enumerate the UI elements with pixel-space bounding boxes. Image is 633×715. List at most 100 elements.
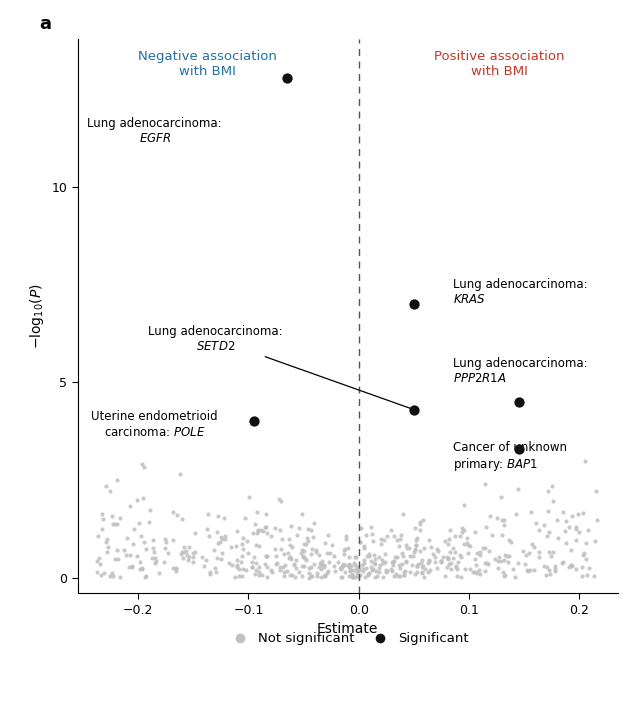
Point xyxy=(399,570,410,581)
Point xyxy=(261,551,271,562)
Point xyxy=(241,565,251,576)
Point xyxy=(418,560,429,571)
Point xyxy=(457,523,467,534)
Point xyxy=(177,513,187,525)
Point xyxy=(275,564,285,576)
Point xyxy=(409,546,419,558)
Text: Lung adenocarcinoma:
$\mathit{PPP2R1A}$: Lung adenocarcinoma: $\mathit{PPP2R1A}$ xyxy=(453,357,587,385)
Point xyxy=(480,542,491,553)
Point xyxy=(266,530,277,541)
Point xyxy=(513,443,523,455)
Point xyxy=(220,533,230,545)
Point xyxy=(425,565,436,576)
Point xyxy=(484,545,494,556)
Point xyxy=(303,536,313,547)
Point xyxy=(496,491,506,503)
Point xyxy=(367,564,377,576)
Point xyxy=(418,514,428,526)
Point xyxy=(160,533,170,545)
Point xyxy=(471,559,481,571)
Point xyxy=(534,525,544,536)
Point xyxy=(560,526,570,537)
Point xyxy=(282,72,292,83)
Point xyxy=(241,513,251,524)
Point xyxy=(455,530,465,541)
Point xyxy=(318,561,329,572)
Point xyxy=(374,563,384,574)
Point xyxy=(351,551,361,563)
Point xyxy=(397,558,407,570)
Point xyxy=(128,523,139,534)
Point xyxy=(584,563,594,574)
Point xyxy=(506,537,517,548)
Point xyxy=(303,523,313,535)
Point xyxy=(567,561,577,572)
Point xyxy=(470,553,480,564)
Point xyxy=(316,555,327,566)
Point xyxy=(472,547,482,558)
Point xyxy=(301,555,311,566)
Point xyxy=(394,541,404,552)
Point xyxy=(417,558,427,569)
Point xyxy=(92,555,102,566)
Point xyxy=(184,552,194,563)
Point xyxy=(323,566,333,577)
Point xyxy=(306,548,316,559)
Point xyxy=(353,565,363,576)
Point xyxy=(542,561,552,573)
Point xyxy=(316,558,327,570)
Point xyxy=(459,538,469,550)
Point xyxy=(271,558,281,570)
Point xyxy=(125,549,135,561)
Point xyxy=(415,516,425,528)
Point xyxy=(465,540,475,551)
Point xyxy=(490,553,500,565)
Point xyxy=(412,533,422,544)
Point xyxy=(190,528,200,539)
Point xyxy=(572,534,582,546)
Point xyxy=(308,543,318,555)
Point xyxy=(496,556,506,567)
Point xyxy=(499,514,509,526)
Point xyxy=(260,558,270,570)
Point xyxy=(398,550,408,561)
Point xyxy=(179,546,189,557)
Point xyxy=(382,566,392,577)
Point xyxy=(311,570,322,581)
Point xyxy=(499,519,510,531)
Point xyxy=(387,566,397,577)
Point xyxy=(300,552,310,563)
Point xyxy=(451,560,461,571)
Point xyxy=(373,552,384,563)
Point xyxy=(352,561,362,572)
Point xyxy=(470,527,480,538)
Point xyxy=(149,546,159,558)
Point xyxy=(179,541,189,553)
Point xyxy=(445,546,455,558)
Point xyxy=(182,549,192,561)
Point xyxy=(253,526,263,537)
Point xyxy=(303,572,313,583)
Point xyxy=(432,563,442,574)
Point xyxy=(294,566,304,578)
Point xyxy=(413,558,423,570)
Point xyxy=(101,536,111,548)
Point xyxy=(94,552,104,563)
Point xyxy=(361,562,372,573)
Point xyxy=(291,555,301,566)
Point xyxy=(147,553,157,564)
Point xyxy=(237,551,248,562)
Point xyxy=(201,554,211,566)
Point xyxy=(260,521,270,533)
Point xyxy=(272,557,282,568)
Point xyxy=(529,541,539,553)
Point xyxy=(168,534,179,546)
Point xyxy=(257,570,267,581)
Point xyxy=(439,536,449,547)
Point xyxy=(332,556,342,568)
Point xyxy=(382,530,392,541)
Point xyxy=(105,485,115,496)
Point xyxy=(461,533,472,544)
Point xyxy=(301,538,311,550)
Point xyxy=(216,547,227,558)
